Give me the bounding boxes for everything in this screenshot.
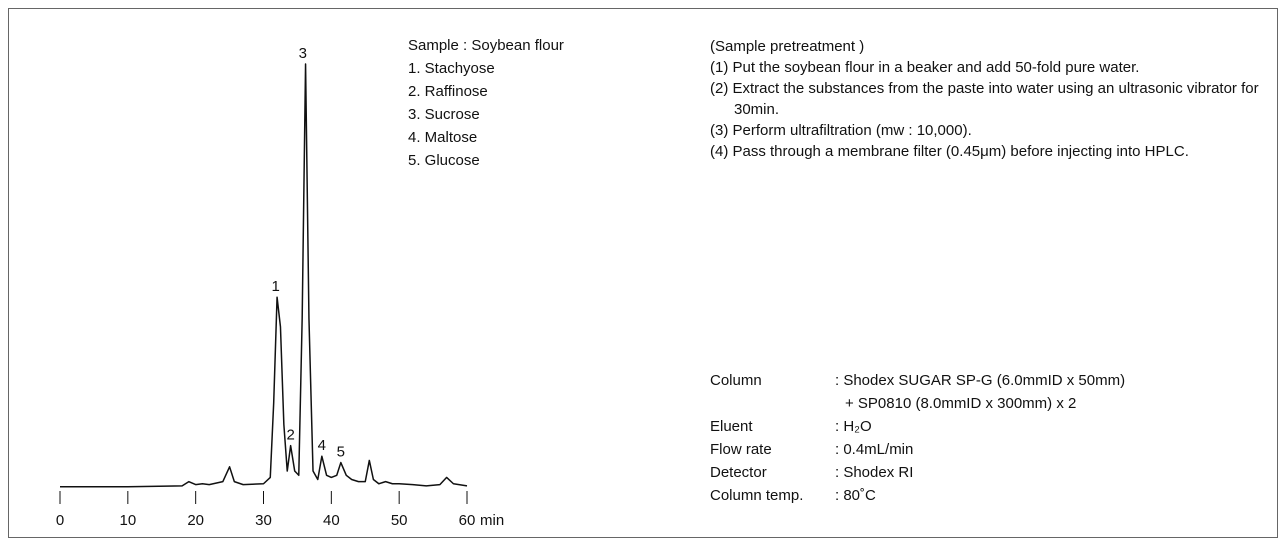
peak-label: 4 [318, 437, 326, 454]
pretreatment-step: (4) Pass through a membrane filter (0.45… [710, 143, 1189, 160]
condition-value: : Shodex RI [835, 461, 913, 484]
sample-legend: Sample : Soybean flour 1. Stachyose 2. Ra… [408, 34, 564, 172]
condition-row: Eluent : H₂O [710, 415, 1125, 438]
frame [8, 8, 1278, 538]
peak-label: 2 [286, 427, 294, 444]
condition-label: Flow rate [710, 441, 772, 458]
condition-label: Eluent [710, 418, 753, 435]
condition-row: Column temp. : 80˚C [710, 484, 1125, 507]
pretreatment-step: (3) Perform ultrafiltration (mw : 10,000… [710, 122, 972, 139]
peak-label: 5 [337, 444, 345, 461]
pretreatment-step: (1) Put the soybean flour in a beaker an… [710, 59, 1140, 76]
x-tick-label: 0 [56, 512, 64, 529]
condition-value-line: : Shodex RI [835, 464, 914, 481]
condition-label: Column temp. [710, 487, 804, 504]
x-tick-label: 50 [391, 512, 408, 529]
condition-value-line: : 0.4mL/min [835, 441, 914, 458]
peak-label: 1 [272, 278, 280, 295]
peak-label: 3 [299, 45, 307, 62]
condition-value: : H₂O [835, 415, 872, 438]
sample-item: 5. Glucose [408, 152, 480, 169]
sample-item: 4. Maltose [408, 129, 478, 146]
pretreatment-steps: (1) Put the soybean flour in a beaker an… [710, 57, 1285, 162]
conditions: Column : Shodex SUGAR SP-G (6.0mmID x 50m… [710, 369, 1125, 507]
x-tick-label: 30 [255, 512, 272, 529]
condition-label: Column [710, 372, 762, 389]
condition-value-line: : H₂O [835, 418, 872, 435]
sample-item: 2. Raffinose [408, 83, 488, 100]
sample-title: Sample : Soybean flour [408, 37, 564, 54]
sample-item: 1. Stachyose [408, 60, 495, 77]
x-axis-label: min [480, 512, 504, 529]
condition-value: : 0.4mL/min [835, 438, 913, 461]
condition-row: Flow rate : 0.4mL/min [710, 438, 1125, 461]
x-tick-label: 40 [323, 512, 340, 529]
condition-value: : 80˚C [835, 484, 876, 507]
condition-row: Column : Shodex SUGAR SP-G (6.0mmID x 50m… [710, 369, 1125, 415]
condition-value-line: : 80˚C [835, 487, 876, 504]
condition-value-line: : Shodex SUGAR SP-G (6.0mmID x 50mm) [835, 372, 1126, 389]
chromatogram-line [60, 63, 468, 488]
sample-items: 1. Stachyose 2. Raffinose 3. Sucrose 4. Mal… [408, 57, 564, 172]
x-tick-label: 10 [119, 512, 136, 529]
condition-row: Detector : Shodex RI [710, 461, 1125, 484]
pretreatment: (Sample pretreatment ) (1) Put the soybe… [710, 36, 1285, 162]
condition-value-line: + SP0810 (8.0mmID x 300mm) x 2 [845, 395, 1077, 412]
pretreatment-step: (2) Extract the substances from the past… [710, 80, 1259, 118]
condition-value: : Shodex SUGAR SP-G (6.0mmID x 50mm) + SP… [835, 369, 1125, 415]
x-tick-label: 20 [187, 512, 204, 529]
pretreatment-title: (Sample pretreatment ) [710, 38, 865, 55]
condition-label: Detector [710, 464, 767, 481]
sample-item: 3. Sucrose [408, 106, 480, 123]
x-tick-label: 60 [459, 512, 476, 529]
